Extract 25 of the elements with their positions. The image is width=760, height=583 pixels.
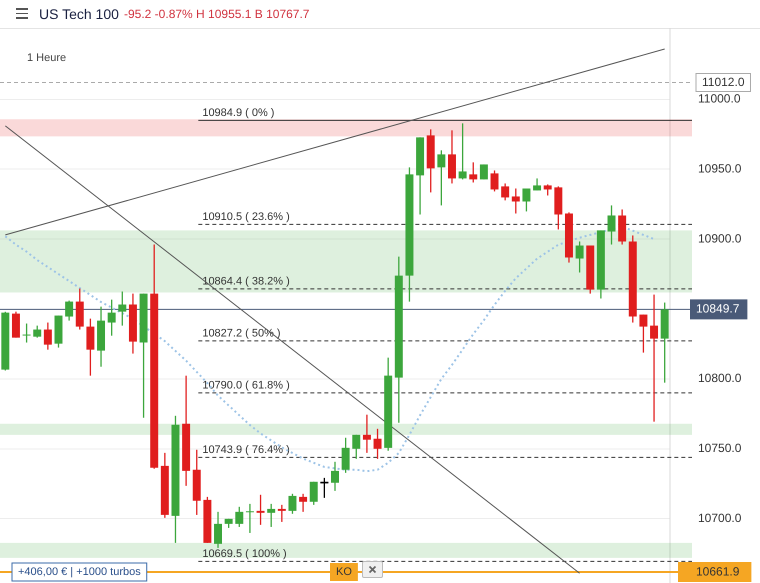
candlestick: [374, 428, 382, 460]
ref-line-label: 10984.9 ( 0% ): [202, 106, 274, 119]
ref-line-label: 10743.9 ( 76.4% ): [202, 444, 290, 456]
annotation: 1 Heure: [27, 52, 66, 64]
ref-line-label: 10661.9: [696, 564, 740, 578]
y-tick-label: 10750.0: [698, 441, 742, 456]
y-tick-label: 11000.0: [698, 92, 741, 106]
ref-line-label: 10790.0 ( 61.8% ): [202, 379, 290, 392]
y-tick-label: 10900.0: [698, 231, 742, 246]
line-series: [4, 226, 656, 472]
ref-line-label: 10910.5 ( 23.6% ): [202, 210, 290, 223]
y-tick-label: 10800.0: [698, 371, 742, 386]
candlestick: [480, 164, 488, 180]
ref-line-label: 10849.7: [696, 302, 740, 316]
ref-line-label: 10827.2 ( 50% ): [202, 327, 281, 340]
annotation: KO: [336, 566, 352, 578]
annotation: +406,00 € | +1000 turbos: [18, 566, 142, 578]
chart-subtitle: -95.2 -0.87% H 10955.1 B 10767.7: [124, 7, 310, 21]
candlestick: [299, 493, 308, 512]
y-tick-label: 10950.0: [698, 162, 742, 176]
y-tick-label: 10700.0: [698, 511, 742, 526]
ref-line-label: 11012.0: [702, 74, 745, 89]
chart-title: US Tech 100: [39, 6, 119, 22]
ref-line-label: 10669.5 ( 100% ): [202, 548, 287, 560]
candlestick: [256, 494, 265, 526]
